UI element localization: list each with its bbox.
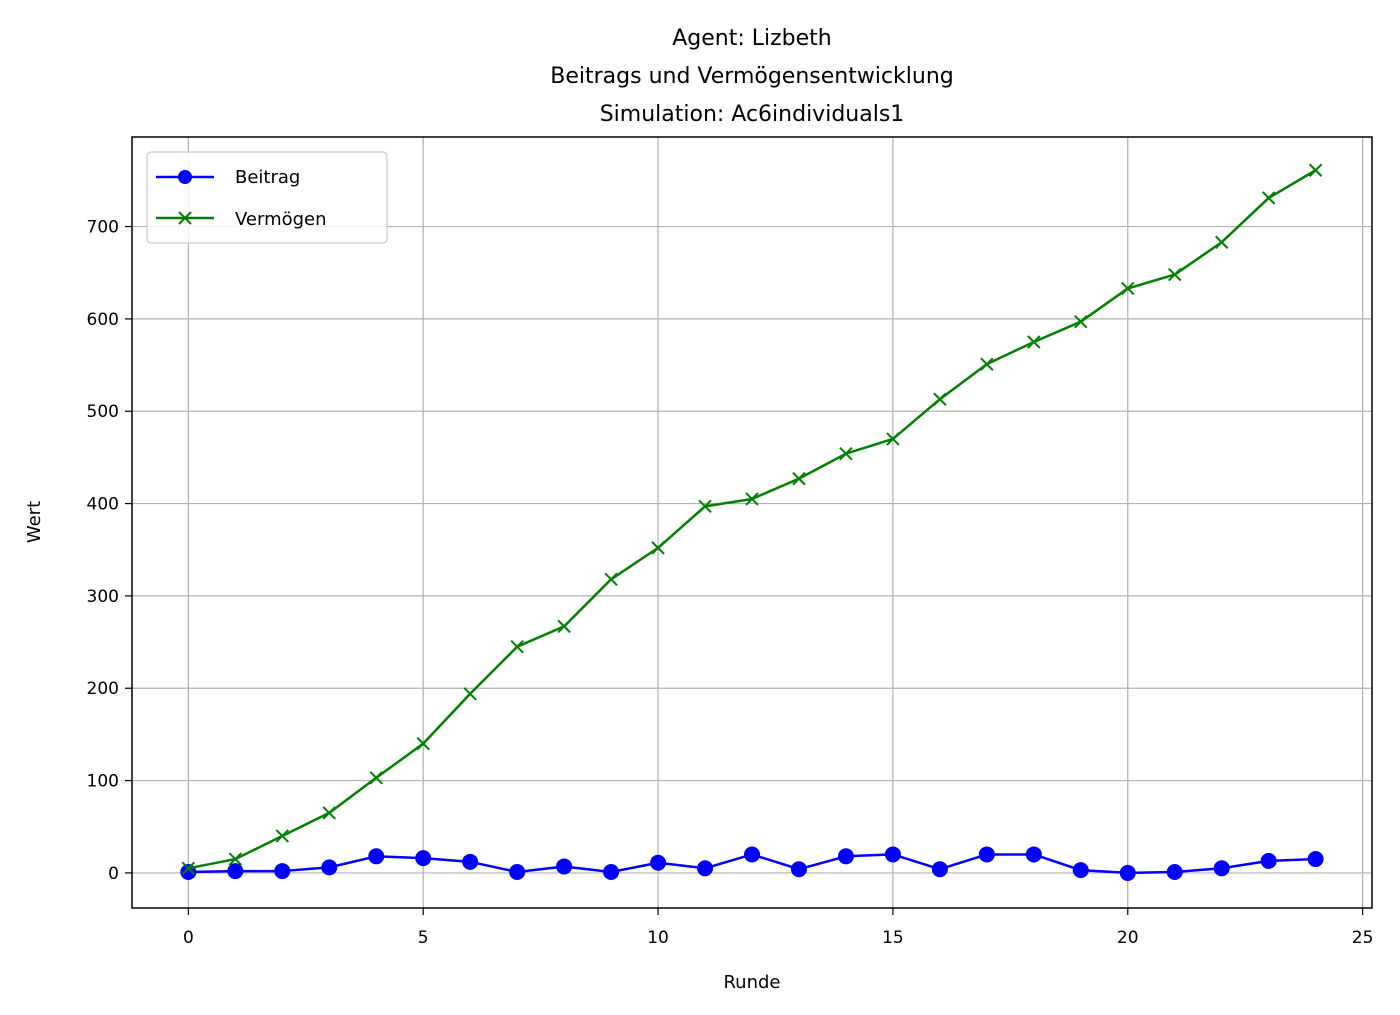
data-point-vermoegen (416, 736, 430, 751)
data-point-beitrag (556, 858, 573, 875)
series-beitrag (180, 846, 1324, 881)
data-point-beitrag (837, 848, 854, 865)
y-axis-label: Wert (24, 501, 45, 543)
data-point-beitrag (650, 854, 667, 871)
data-point-beitrag (368, 848, 385, 865)
data-point-beitrag (884, 846, 901, 863)
legend-marker-beitrag (178, 170, 192, 184)
axis-ticks: 0 5 10 15 20 25 0 100 200 300 400 500 600 700 (87, 218, 1374, 948)
x-tick-label: 5 (418, 928, 429, 948)
data-point-vermoegen (745, 492, 759, 506)
series-line-vermoegen (188, 169, 1317, 870)
data-point-beitrag (931, 861, 948, 878)
data-point-vermoegen (510, 639, 524, 654)
data-point-vermoegen (275, 829, 290, 843)
data-point-vermoegen (322, 806, 336, 820)
data-point-vermoegen (228, 852, 243, 866)
data-point-vermoegen (886, 432, 900, 446)
data-point-vermoegen (1074, 314, 1088, 329)
legend: Beitrag Vermögen (146, 151, 388, 244)
x-tick-label: 25 (1352, 928, 1374, 948)
data-point-beitrag (1119, 864, 1136, 881)
data-point-beitrag (274, 863, 291, 880)
data-point-vermoegen (463, 687, 477, 701)
chart-title-line-1: Agent: Lizbeth (672, 26, 832, 51)
data-point-beitrag (978, 846, 995, 863)
legend-label-vermoegen: Vermögen (235, 209, 327, 230)
data-point-beitrag (462, 853, 479, 870)
y-tick-label: 200 (87, 679, 119, 699)
data-point-vermoegen (933, 392, 947, 406)
data-point-vermoegen (698, 499, 712, 514)
data-point-beitrag (744, 846, 760, 863)
y-tick-label: 700 (87, 218, 119, 238)
series-group (180, 163, 1324, 881)
chart-title-line-2: Beitrags und Vermögensentwicklung (550, 64, 954, 89)
data-point-beitrag (227, 863, 244, 880)
y-tick-label: 600 (87, 310, 119, 330)
data-point-beitrag (1307, 851, 1324, 868)
chart-title-line-3: Simulation: Ac6individuals1 (600, 102, 905, 127)
x-tick-label: 10 (647, 928, 669, 948)
data-point-vermoegen (1121, 281, 1135, 296)
x-tick-label: 15 (882, 928, 904, 948)
x-axis-label: Runde (723, 972, 780, 993)
legend-box (146, 151, 388, 244)
series-vermoegen (181, 163, 1323, 876)
plot-frame (131, 136, 1373, 909)
data-point-vermoegen (1168, 267, 1182, 282)
data-point-beitrag (603, 863, 620, 880)
data-point-vermoegen (1027, 335, 1041, 349)
data-point-beitrag (509, 863, 526, 880)
y-tick-label: 100 (87, 772, 119, 792)
data-point-vermoegen (651, 541, 665, 555)
data-point-vermoegen (369, 771, 383, 785)
legend-label-beitrag: Beitrag (235, 167, 300, 188)
data-point-vermoegen (604, 572, 618, 586)
grid-lines (132, 137, 1372, 908)
x-tick-label: 20 (1117, 928, 1139, 948)
data-point-vermoegen (181, 861, 196, 876)
data-point-vermoegen (839, 447, 853, 461)
data-point-vermoegen (980, 357, 994, 371)
data-point-vermoegen (557, 619, 571, 634)
data-point-beitrag (1166, 863, 1183, 880)
y-tick-label: 0 (108, 864, 119, 884)
legend-marker-vermoegen (178, 211, 192, 225)
data-point-beitrag (790, 861, 807, 878)
data-point-beitrag (1025, 846, 1042, 863)
data-point-beitrag (1213, 860, 1230, 877)
y-tick-label: 500 (87, 402, 119, 422)
data-point-beitrag (321, 859, 338, 876)
data-point-vermoegen (1308, 163, 1323, 177)
data-point-beitrag (1260, 852, 1277, 869)
data-point-beitrag (415, 850, 432, 867)
data-point-vermoegen (1214, 235, 1229, 249)
data-point-beitrag (697, 860, 714, 877)
y-tick-label: 300 (87, 587, 119, 607)
data-point-beitrag (1072, 862, 1089, 879)
data-point-vermoegen (1261, 191, 1276, 205)
x-tick-label: 0 (183, 928, 194, 948)
data-point-vermoegen (792, 471, 806, 486)
y-tick-label: 400 (87, 495, 119, 515)
